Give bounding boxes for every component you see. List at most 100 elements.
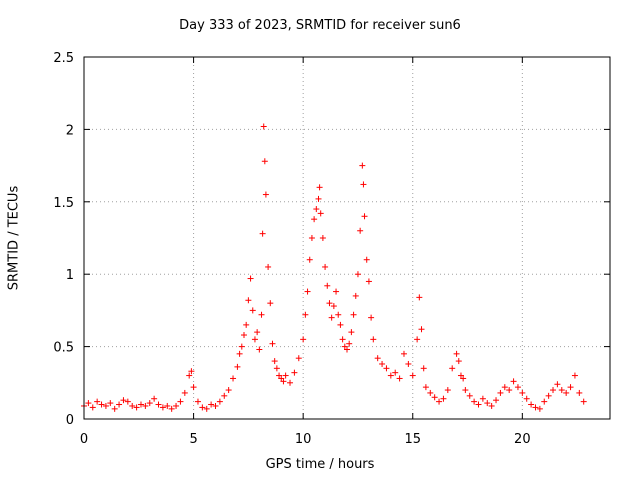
x-tick-label: 5: [189, 432, 197, 447]
data-point: [194, 398, 201, 405]
data-point: [335, 311, 342, 318]
data-point: [523, 395, 530, 402]
data-point: [427, 389, 434, 396]
data-point: [374, 355, 381, 362]
data-point: [245, 297, 252, 304]
data-point: [151, 395, 158, 402]
data-point: [319, 235, 326, 241]
data-point: [251, 336, 258, 343]
data-point: [302, 311, 309, 318]
data-point: [269, 340, 276, 347]
data-point: [102, 402, 109, 409]
data-point: [190, 384, 197, 391]
data-point: [475, 401, 482, 408]
data-point: [107, 400, 114, 407]
data-point: [359, 162, 366, 169]
data-point: [188, 368, 195, 375]
data-point: [240, 332, 247, 339]
data-point: [259, 230, 266, 237]
data-point: [311, 216, 318, 223]
data-point: [234, 363, 241, 370]
data-point: [94, 398, 101, 405]
plot-frame: [83, 56, 611, 420]
data-point: [455, 358, 462, 365]
y-tick-label: 2.5: [53, 51, 74, 66]
data-point: [186, 372, 193, 379]
data-point: [177, 398, 184, 405]
data-point: [396, 375, 403, 382]
data-point: [337, 321, 344, 328]
data-point: [387, 372, 394, 379]
data-point: [528, 401, 535, 408]
data-point: [558, 387, 565, 394]
data-point: [300, 336, 307, 343]
data-point: [357, 227, 364, 234]
data-point: [392, 369, 399, 376]
data-point: [361, 213, 368, 220]
data-point: [262, 191, 269, 198]
data-point: [243, 321, 250, 328]
data-point: [247, 275, 254, 282]
data-point: [238, 343, 245, 350]
data-point: [267, 300, 274, 307]
data-point: [328, 314, 335, 321]
data-point: [532, 404, 539, 411]
data-point: [365, 278, 372, 285]
y-tick-label: 1.5: [53, 196, 74, 211]
data-point: [168, 405, 175, 412]
data-point: [440, 395, 447, 402]
data-point: [379, 360, 386, 367]
data-point: [313, 206, 320, 213]
data-point: [261, 158, 268, 165]
data-point: [295, 355, 302, 362]
data-point: [453, 350, 460, 357]
data-point: [317, 210, 324, 217]
data-point: [249, 307, 256, 314]
data-point: [514, 384, 521, 391]
data-point: [258, 311, 265, 318]
data-point: [418, 326, 425, 333]
data-point: [212, 402, 219, 409]
data-point: [326, 300, 333, 307]
data-point: [159, 404, 166, 411]
data-point: [506, 387, 513, 394]
y-tick-label: 0: [66, 413, 74, 428]
data-point: [89, 404, 96, 411]
data-point: [137, 401, 144, 408]
data-point: [567, 384, 574, 391]
data-point: [333, 288, 340, 295]
data-point: [550, 387, 557, 394]
data-point: [308, 235, 315, 241]
data-point: [225, 387, 232, 394]
data-point: [291, 369, 298, 376]
data-point: [488, 402, 495, 409]
data-point: [133, 404, 140, 411]
data-point: [519, 389, 526, 396]
data-point: [181, 389, 188, 396]
data-point: [146, 400, 153, 407]
data-point: [479, 395, 486, 402]
data-point: [360, 181, 367, 188]
data-point: [124, 398, 131, 405]
data-point: [400, 350, 407, 357]
data-point: [493, 397, 500, 404]
data-point: [256, 346, 263, 353]
data-point: [501, 384, 508, 391]
data-point: [370, 336, 377, 343]
data-point: [580, 398, 587, 405]
x-tick-label: 0: [80, 432, 88, 447]
data-point: [449, 365, 456, 372]
data-point: [129, 402, 136, 409]
data-point: [173, 402, 180, 409]
data-point: [203, 405, 210, 412]
data-point: [409, 372, 416, 379]
data-point: [536, 405, 543, 412]
data-point: [414, 336, 421, 343]
data-point: [462, 387, 469, 394]
x-axis-label: GPS time / hours: [265, 457, 375, 472]
data-point: [260, 123, 267, 130]
data-point: [230, 375, 237, 382]
data-point: [339, 336, 346, 343]
data-point: [306, 256, 313, 263]
data-point: [420, 365, 427, 372]
